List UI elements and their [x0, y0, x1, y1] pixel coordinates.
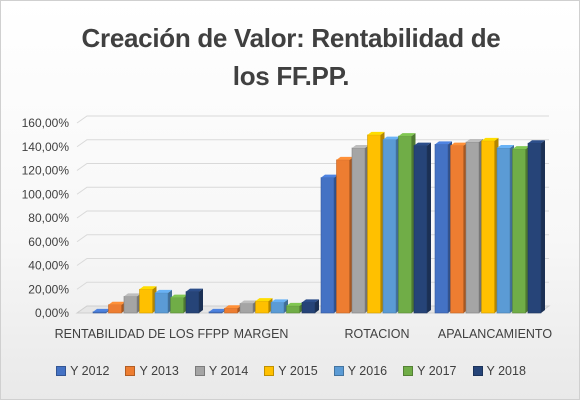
legend-entry: Y 2016 — [333, 364, 388, 378]
bar-apalancamiento-y-2017 — [512, 146, 530, 314]
category-label: ROTACION — [344, 327, 409, 341]
bar-apalancamiento-y-2015 — [481, 137, 499, 314]
legend-label: Y 2013 — [139, 364, 179, 378]
legend-swatch — [472, 366, 483, 376]
gridline — [76, 115, 549, 124]
category-label: MARGEN — [234, 327, 289, 341]
bar-rotacion-y-2012 — [320, 174, 338, 314]
category-label: APALANCAMIENTO — [438, 327, 552, 341]
legend-label: Y 2017 — [417, 364, 457, 378]
bar-rotacion-y-2013 — [336, 156, 354, 314]
bar-margen-y-2016 — [270, 299, 288, 314]
bar-rentabilidad-de-los-ffpp-y-2016 — [154, 289, 172, 314]
legend-label: Y 2016 — [347, 364, 388, 378]
y-tick-label: 160,00% — [22, 116, 70, 130]
category-label: RENTABILIDAD DE LOS FFPP — [55, 327, 230, 341]
y-tick-label: 140,00% — [22, 140, 70, 154]
bar-apalancamiento-y-2013 — [450, 142, 468, 314]
legend-label: Y 2012 — [70, 364, 110, 378]
y-tick-label: 20,00% — [28, 282, 69, 296]
chart-title-line-2: los FF.PP. — [232, 61, 350, 91]
legend-label: Y 2018 — [486, 364, 526, 378]
legend-entry: Y 2013 — [125, 364, 179, 378]
bar-rentabilidad-de-los-ffpp-y-2014 — [123, 293, 141, 314]
y-tick-label: 60,00% — [28, 235, 69, 249]
chart-title: Creación de Valor: Rentabilidad de los F… — [1, 19, 580, 95]
bar-rotacion-y-2015 — [367, 131, 385, 314]
chart-title-line-1: Creación de Valor: Rentabilidad de — [81, 23, 501, 53]
bar-apalancamiento-y-2016 — [496, 144, 514, 314]
legend-swatch — [194, 366, 205, 376]
legend-entry: Y 2017 — [403, 364, 457, 378]
y-tick-label: 100,00% — [22, 187, 70, 201]
bar-rentabilidad-de-los-ffpp-y-2013 — [108, 301, 126, 314]
y-tick-label: 0,00% — [35, 306, 69, 320]
legend-label: Y 2014 — [208, 364, 249, 378]
bar-margen-y-2017 — [286, 302, 304, 314]
bar-rotacion-y-2018 — [413, 142, 431, 314]
y-tick-label: 80,00% — [28, 211, 69, 225]
bar-margen-y-2013 — [224, 305, 242, 314]
bar-rentabilidad-de-los-ffpp-y-2012 — [92, 308, 110, 314]
legend: Y 2012 Y 2013 Y 2014 Y 2015 Y 2016 Y 2017 Y 20… — [1, 364, 580, 378]
legend-swatch — [333, 366, 344, 376]
bar-rentabilidad-de-los-ffpp-y-2015 — [139, 286, 157, 314]
y-tick-label: 120,00% — [22, 164, 70, 178]
y-tick-label: 40,00% — [28, 259, 69, 273]
bar-rotacion-y-2016 — [382, 136, 400, 314]
bar-rotacion-y-2017 — [398, 133, 416, 314]
bar-apalancamiento-y-2014 — [465, 139, 483, 314]
bar-margen-y-2018 — [301, 299, 319, 314]
legend-swatch — [125, 366, 136, 376]
bar-apalancamiento-y-2018 — [527, 140, 545, 314]
bar-margen-y-2015 — [255, 298, 273, 314]
legend-entry: Y 2015 — [264, 364, 318, 378]
bar-rotacion-y-2014 — [351, 144, 369, 314]
legend-entry: Y 2018 — [472, 364, 526, 378]
legend-label: Y 2015 — [278, 364, 318, 378]
bar-rentabilidad-de-los-ffpp-y-2018 — [185, 288, 203, 314]
bar-margen-y-2012 — [208, 308, 226, 314]
legend-swatch — [264, 366, 275, 376]
legend-entry: Y 2012 — [56, 364, 109, 378]
legend-entry: Y 2014 — [194, 364, 249, 378]
bar-apalancamiento-y-2012 — [434, 141, 452, 314]
legend-swatch — [56, 366, 67, 376]
bar-rentabilidad-de-los-ffpp-y-2017 — [170, 294, 188, 314]
legend-swatch — [403, 366, 414, 376]
bar-margen-y-2014 — [239, 300, 257, 314]
